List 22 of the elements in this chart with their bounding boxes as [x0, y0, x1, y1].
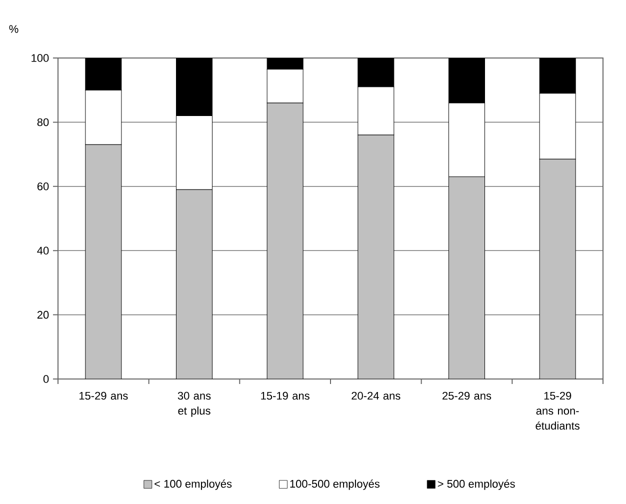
x-tick-label: 30 ans et plus: [178, 392, 211, 417]
legend-label: 100-500 employés: [290, 480, 380, 490]
y-tick-label: 0: [43, 375, 49, 383]
y-tick-label: 60: [37, 182, 49, 190]
x-tick-label: 15-29 ans: [79, 392, 128, 400]
y-axis-title: %: [9, 25, 18, 33]
y-tick-label: 100: [32, 54, 49, 62]
legend-label: < 100 employés: [154, 480, 232, 490]
x-tick-label: 15-19 ans: [261, 392, 310, 400]
legend-label: > 500 employés: [438, 480, 515, 490]
bar: [176, 189, 212, 380]
bar: [358, 134, 394, 380]
bar: [539, 158, 576, 380]
y-tick-label: 20: [37, 310, 49, 319]
y-tick-label: 80: [37, 118, 49, 126]
x-tick-label: 25-29 ans: [442, 392, 492, 400]
bar: [266, 102, 304, 380]
bar: [85, 144, 122, 380]
y-tick-label: 40: [37, 246, 49, 254]
x-tick-label: 20-24 ans: [352, 392, 400, 400]
bar: [448, 176, 485, 380]
x-tick-label: 15-29 ans non-étudiants: [536, 392, 580, 430]
